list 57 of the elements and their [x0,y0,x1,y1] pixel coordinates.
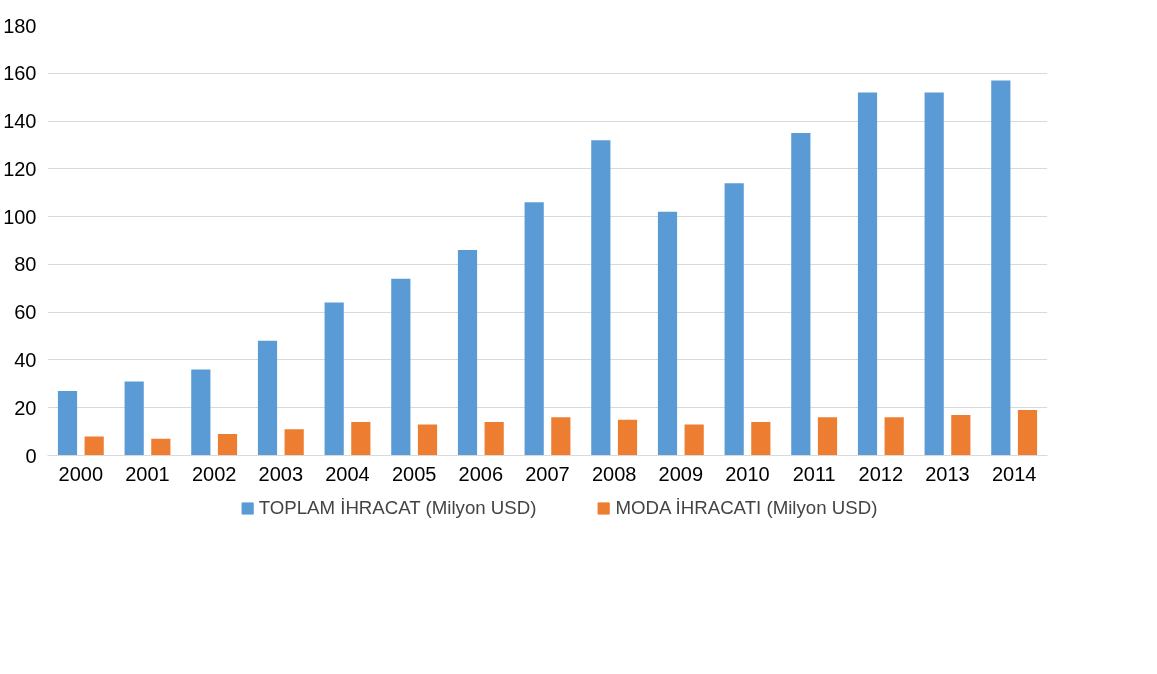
y-tick-label: 40 [14,348,37,371]
y-tick-label: 0 [25,444,37,467]
x-tick-label: 2004 [325,462,370,485]
bar [817,417,838,456]
bar [924,92,944,456]
bar [1017,410,1038,456]
x-tick-label: 2001 [125,462,170,485]
y-tick-label: 100 [3,205,37,228]
bar [284,429,304,456]
bar [324,302,344,456]
y-tick-label: 120 [3,157,37,180]
x-tick-label: 2002 [191,462,237,485]
bar [351,422,371,456]
x-tick-label: 2008 [591,462,637,485]
bar [57,391,78,456]
x-tick-label: 2014 [991,462,1037,485]
bar [617,419,638,456]
bar [951,414,971,456]
y-tick-label: 60 [14,301,37,324]
bar [124,381,144,456]
bar [884,417,904,456]
bar [217,434,238,456]
bar [591,140,611,456]
bar [417,424,438,456]
x-tick-label: 2011 [792,462,836,485]
bar [484,422,504,456]
bar [151,438,171,456]
bar [657,211,678,456]
bar [391,278,411,456]
bar [257,340,278,456]
bar [84,436,104,456]
bar [191,369,211,456]
bar [524,202,544,456]
x-tick-label: 2010 [725,462,770,485]
bar [724,183,744,456]
legend-label: TOPLAM İHRACAT (Milyon USD) [258,497,537,519]
x-tick-label: 2006 [458,462,504,485]
y-tick-label: 180 [3,14,37,37]
x-tick-label: 2007 [525,462,570,485]
legend-label: MODA İHRACATI (Milyon USD) [615,497,878,519]
x-tick-label: 2005 [391,462,437,485]
bar [857,92,878,456]
y-tick-label: 80 [14,253,37,276]
bar [551,417,571,456]
bar [751,422,771,456]
y-tick-label: 20 [14,396,37,419]
bar [991,80,1011,456]
x-tick-label: 2003 [258,462,304,485]
x-tick-label: 2000 [58,462,104,485]
y-tick-label: 160 [3,62,37,85]
x-tick-label: 2012 [858,462,904,485]
bar [791,133,811,456]
bar [684,424,704,456]
x-tick-label: 2013 [925,462,970,485]
bar [457,250,478,456]
y-tick-label: 140 [3,110,37,133]
x-tick-label: 2009 [658,462,704,485]
